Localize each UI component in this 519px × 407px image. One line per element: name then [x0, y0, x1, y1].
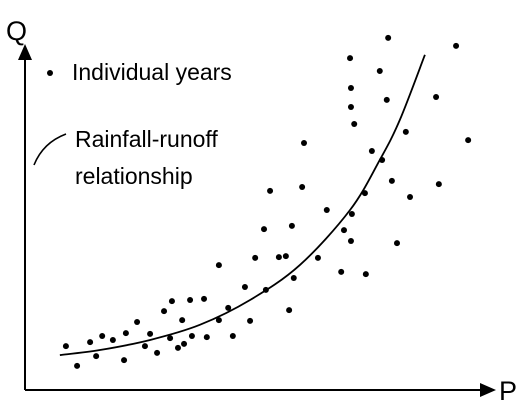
data-point [347, 104, 354, 111]
data-point [347, 84, 354, 91]
data-point [161, 308, 168, 315]
data-point [299, 183, 306, 190]
data-point [261, 226, 268, 233]
data-point [134, 318, 141, 325]
y-axis-arrow [18, 44, 32, 60]
data-point [351, 120, 358, 127]
data-point [338, 268, 345, 275]
data-point [188, 333, 195, 339]
data-point [465, 137, 472, 144]
data-point [407, 194, 414, 201]
x-axis-label: P [499, 376, 517, 406]
data-point [362, 271, 369, 278]
data-point [394, 240, 400, 247]
y-axis-label: Q [6, 16, 27, 46]
data-point [168, 298, 175, 305]
data-point [275, 254, 282, 261]
legend-marker [47, 70, 53, 76]
data-point [252, 254, 259, 261]
x-axis-arrow [480, 383, 496, 397]
data-point [388, 177, 395, 184]
data-point [347, 237, 354, 244]
data-point [348, 210, 355, 217]
data-point [225, 304, 232, 311]
data-point [99, 333, 106, 339]
data-point [179, 317, 186, 324]
legend-line [33, 133, 67, 166]
data-point [215, 262, 222, 269]
data-point [385, 34, 392, 41]
data-point [93, 353, 100, 360]
data-point [215, 317, 222, 324]
legend-label: Individual years [72, 59, 232, 85]
data-point [174, 344, 181, 351]
data-point [383, 96, 390, 103]
data-point [290, 275, 297, 282]
data-point [340, 227, 347, 234]
data-point [203, 334, 210, 341]
data-point [241, 284, 248, 291]
data-point [323, 207, 330, 213]
data-point [282, 253, 289, 260]
data-point [181, 340, 188, 347]
data-point [187, 297, 194, 303]
data-point [87, 339, 94, 346]
data-point [376, 68, 383, 75]
data-point [347, 55, 354, 62]
data-point [435, 181, 442, 188]
data-point [122, 330, 129, 337]
data-point [201, 295, 208, 302]
data-point [288, 222, 295, 229]
data-point [62, 343, 69, 350]
data-point [368, 147, 375, 154]
data-point [229, 333, 236, 339]
data-point [286, 307, 293, 314]
data-point [247, 317, 254, 324]
relationship-curve [59, 54, 426, 356]
data-point [154, 349, 161, 356]
data-point [453, 42, 460, 49]
data-point [314, 254, 321, 261]
data-point [147, 330, 154, 337]
data-point [267, 187, 274, 194]
data-point [361, 190, 368, 197]
data-point [167, 335, 174, 342]
data-point [402, 128, 409, 135]
data-point [433, 93, 440, 100]
data-point [121, 357, 128, 364]
data-point [301, 140, 307, 147]
legend-label: Rainfall-runoff relationship [75, 126, 218, 189]
data-point [109, 336, 116, 343]
data-point [141, 343, 148, 350]
data-point [74, 362, 81, 369]
